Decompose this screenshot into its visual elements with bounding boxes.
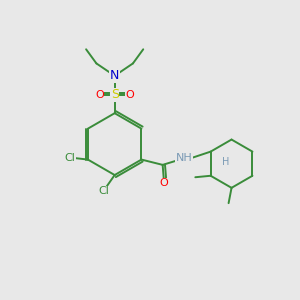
Text: Cl: Cl xyxy=(64,153,75,163)
Text: N: N xyxy=(110,69,119,82)
Text: O: O xyxy=(126,90,134,100)
Text: NH: NH xyxy=(176,153,192,164)
Text: H: H xyxy=(222,157,229,167)
Text: S: S xyxy=(111,88,119,101)
Text: O: O xyxy=(160,178,169,188)
Text: Cl: Cl xyxy=(98,186,109,196)
Text: O: O xyxy=(95,90,104,100)
